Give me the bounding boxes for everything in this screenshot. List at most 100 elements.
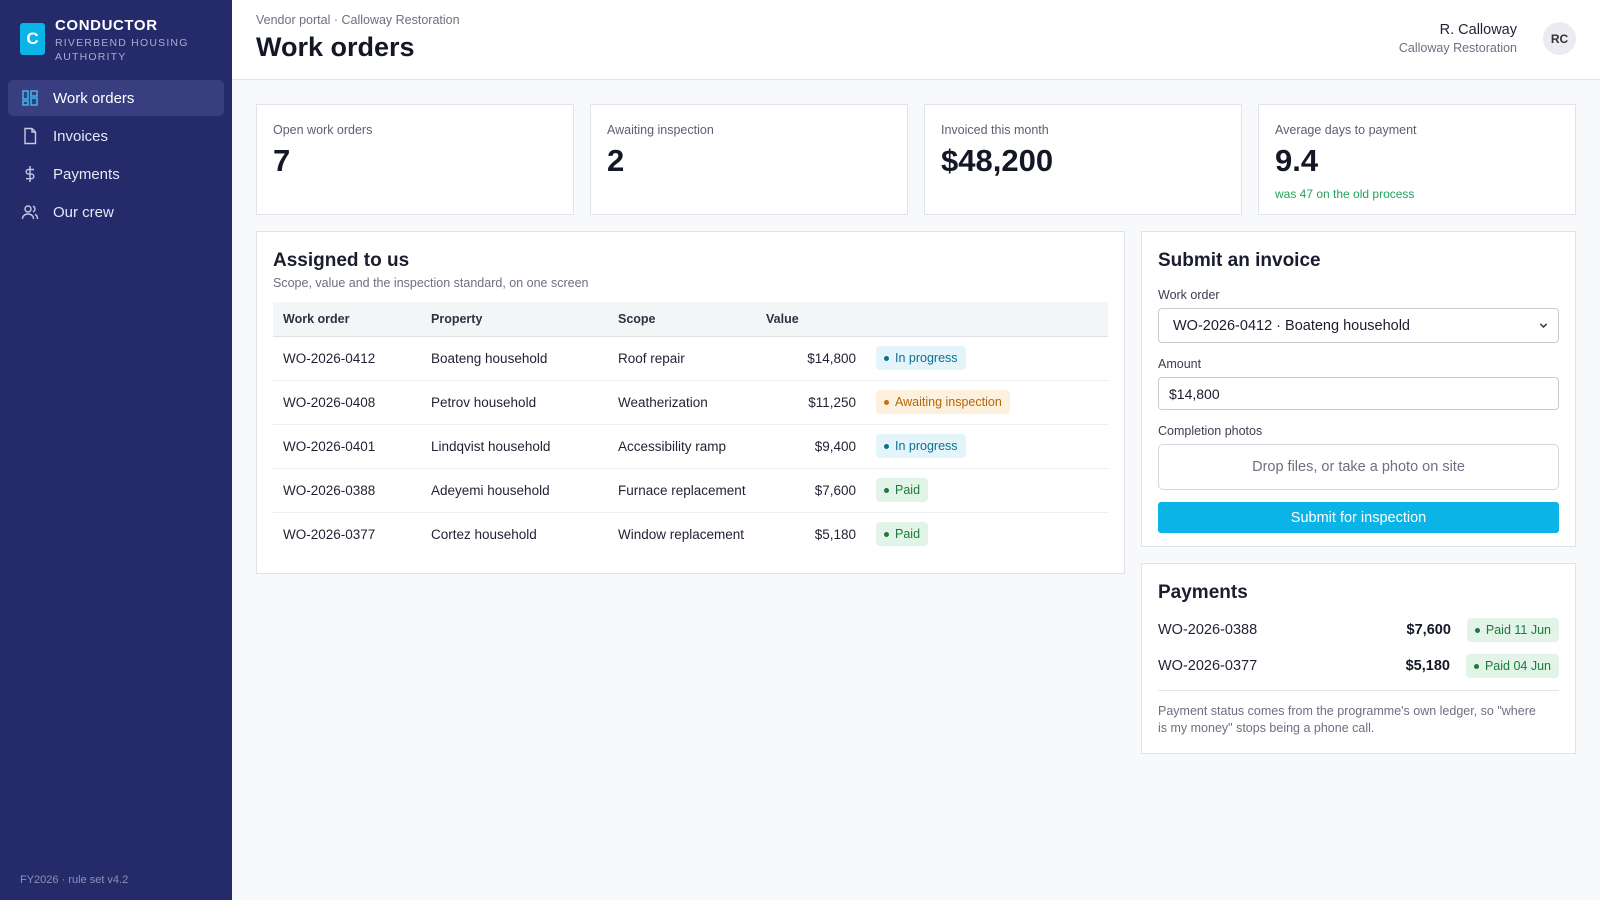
status-cell: In progress	[866, 336, 1108, 381]
payment-work-order: WO-2026-0388	[1158, 622, 1258, 638]
column-header-scope[interactable]: Scope	[608, 302, 756, 337]
amount-input[interactable]: $14,800	[1158, 377, 1559, 410]
kpi-note: was 47 on the old process	[1275, 187, 1415, 201]
scope: Accessibility ramp	[608, 424, 756, 469]
kpi-average-days-to-payment: Average days to payment 9.4 was 47 on th…	[1258, 104, 1576, 215]
panel-title: Assigned to us	[273, 250, 410, 271]
brand-text: CONDUCTOR RIVERBEND HOUSING AUTHORITY	[55, 16, 205, 64]
sidebar-item-label: Our crew	[53, 203, 114, 221]
payments-note: Payment status comes from the programme'…	[1158, 704, 1536, 735]
kpi-label: Open work orders	[273, 123, 373, 137]
sidebar-item-our-crew[interactable]: Our crew	[8, 194, 224, 230]
column-header-work-order[interactable]: Work order	[273, 302, 421, 337]
status-badge: Paid 11 Jun	[1466, 618, 1559, 642]
list-item[interactable]: WO-2026-0388 $7,600 Paid 11 Jun	[1158, 612, 1559, 648]
property-name: Lindqvist household	[421, 424, 608, 469]
payment-right: $5,180 Paid 04 Jun	[1406, 654, 1559, 678]
work-orders-table: Work order Property Scope Value WO-2026-…	[273, 302, 1108, 556]
work-order-id: WO-2026-0377	[283, 526, 376, 542]
status-dot	[884, 355, 889, 361]
kpi-label: Invoiced this month	[941, 123, 1049, 137]
status-badge: Paid	[876, 522, 929, 547]
brand-logo: C	[20, 23, 45, 55]
sidebar-item-invoices[interactable]: Invoices	[8, 118, 224, 154]
value: $5,180	[814, 526, 856, 542]
payment-work-order: WO-2026-0377	[1158, 658, 1258, 674]
user-org: Calloway Restoration	[1398, 41, 1517, 55]
panel-subtitle: Scope, value and the inspection standard…	[273, 276, 589, 290]
user-text: R. Calloway Calloway Restoration	[1399, 22, 1517, 55]
column-header-property[interactable]: Property	[421, 302, 608, 337]
scope: Roof repair	[608, 336, 756, 381]
property-name: Cortez household	[431, 526, 537, 542]
kpi-label: Awaiting inspection	[607, 123, 714, 137]
table-row[interactable]: WO-2026-0377 Cortez household Window repla…	[273, 512, 1108, 556]
value: $9,400	[756, 424, 866, 469]
column-header-value[interactable]: Value	[756, 302, 866, 337]
status-badge: In progress	[876, 434, 966, 458]
people-icon	[21, 203, 39, 221]
table-header-row: Work order Property Scope Value	[273, 302, 1108, 337]
status-text: Awaiting inspection	[895, 395, 1002, 409]
amount-label: Amount	[1158, 357, 1202, 371]
sidebar-item-work-orders[interactable]: Work orders	[8, 80, 224, 116]
page-header: Vendor portal · Calloway Restoration Wor…	[232, 0, 1600, 80]
value: $7,600	[756, 468, 866, 513]
photo-drop-zone[interactable]: Drop files, or take a photo on site	[1158, 444, 1559, 490]
work-order-id: WO-2026-0388	[273, 468, 421, 513]
status-text: Paid 11 Jun	[1485, 623, 1551, 637]
property-name: Boateng household	[421, 336, 608, 381]
work-order-id: WO-2026-0412	[273, 336, 421, 381]
status-cell: In progress	[866, 424, 1108, 469]
list-item[interactable]: WO-2026-0377 $5,180 Paid 04 Jun	[1158, 648, 1559, 684]
user-menu[interactable]: R. Calloway Calloway Restoration RC	[1399, 22, 1576, 55]
sidebar-footer: FY2026 · rule set v4.2	[20, 874, 129, 886]
status-text: Paid 04 Jun	[1484, 659, 1551, 673]
scope: Window replacement	[618, 526, 745, 542]
status-text: In progress	[895, 351, 958, 365]
status-text: Paid	[895, 527, 921, 542]
submit-for-inspection-button[interactable]: Submit for inspection	[1158, 502, 1559, 533]
kpi-value: $48,200	[941, 143, 1054, 178]
sidebar-nav: Work orders Invoices Payments Our crew	[0, 80, 232, 230]
status-badge: In progress	[876, 346, 966, 370]
status-cell: Awaiting inspection	[866, 380, 1108, 425]
completion-photos-label: Completion photos	[1158, 424, 1263, 438]
dollar-icon	[21, 165, 39, 183]
property-name: Petrov household	[421, 380, 608, 425]
kpi-value: 7	[273, 143, 291, 178]
table-row[interactable]: WO-2026-0412 Boateng household Roof repair…	[273, 336, 1108, 381]
status-badge: Paid	[876, 478, 929, 502]
table-row[interactable]: WO-2026-0401 Lindqvist household Accessibi…	[273, 424, 1108, 469]
payment-right: $7,600 Paid 11 Jun	[1407, 618, 1559, 642]
assigned-panel: Assigned to us Scope, value and the insp…	[256, 231, 1125, 574]
brand-name: CONDUCTOR	[55, 17, 158, 34]
avatar[interactable]: RC	[1543, 22, 1576, 55]
table-row[interactable]: WO-2026-0388 Adeyemi household Furnace rep…	[273, 468, 1108, 513]
sidebar-item-label: Work orders	[53, 89, 135, 107]
sidebar-item-label: Payments	[53, 165, 120, 183]
payment-amount: $5,180	[1405, 658, 1450, 674]
brand-subtitle: RIVERBEND HOUSING AUTHORITY	[55, 37, 189, 63]
table-row[interactable]: WO-2026-0408 Petrov household Weatherizati…	[273, 380, 1108, 425]
status-dot	[1473, 663, 1479, 669]
grid-icon	[21, 89, 39, 107]
submit-invoice-panel: Submit an invoice Work order WO-2026-041…	[1141, 231, 1576, 547]
work-order-id: WO-2026-0408	[273, 380, 421, 425]
sidebar-item-payments[interactable]: Payments	[8, 156, 224, 192]
status-cell: Paid	[866, 468, 1108, 513]
user-name: R. Calloway	[1439, 22, 1517, 38]
column-header-status	[866, 302, 1108, 337]
work-order-id: WO-2026-0401	[273, 424, 421, 469]
kpi-awaiting-inspection: Awaiting inspection 2	[590, 104, 908, 215]
work-order-select[interactable]: WO-2026-0412 · Boateng household	[1158, 308, 1559, 343]
status-dot	[884, 443, 889, 449]
status-dot	[884, 531, 889, 537]
value: $11,250	[756, 380, 866, 425]
scope: Weatherization	[608, 380, 756, 425]
value: $14,800	[756, 336, 866, 381]
status-badge: Paid 04 Jun	[1465, 654, 1559, 678]
breadcrumb: Vendor portal · Calloway Restoration	[256, 13, 460, 27]
status-text: Paid	[895, 483, 921, 497]
panel-title: Submit an invoice	[1158, 250, 1321, 271]
